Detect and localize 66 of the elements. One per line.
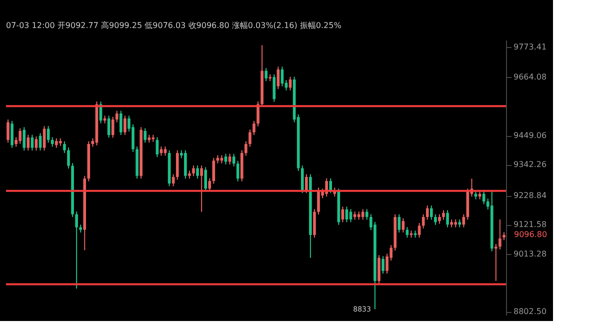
candlestick <box>256 101 260 127</box>
candlestick <box>176 150 179 180</box>
y-tick-label: 9664.08 <box>514 72 547 82</box>
candlestick <box>184 150 187 180</box>
candlestick <box>164 146 167 156</box>
candlestick <box>10 120 14 148</box>
y-tick-label: 8802.50 <box>514 307 547 316</box>
candlestick <box>160 146 163 156</box>
text: 9096.80 <box>514 230 548 239</box>
candlestick <box>430 205 433 220</box>
candlestick <box>120 110 122 136</box>
candlestick <box>22 126 26 152</box>
candlestick <box>378 254 380 284</box>
candlestick <box>365 208 368 220</box>
candlestick <box>313 208 316 238</box>
candlestick <box>317 187 320 216</box>
candlestick <box>244 140 248 156</box>
candlestick <box>144 128 147 144</box>
candlestick <box>111 116 114 138</box>
candlestick <box>434 214 437 226</box>
candlestick <box>54 138 58 148</box>
candlestick <box>18 128 22 144</box>
candlestick <box>200 165 203 212</box>
candlestick <box>248 129 252 148</box>
candlestick <box>402 218 405 233</box>
candlestick <box>6 119 10 144</box>
candlestick <box>398 214 401 233</box>
y-tick-label: 9228.84 <box>514 191 547 200</box>
candlestick <box>304 174 308 194</box>
y-tick-label: 9773.41 <box>514 42 547 52</box>
candlestick <box>442 210 445 220</box>
candlestick <box>26 134 30 152</box>
candlestick <box>272 74 276 102</box>
candlestick <box>124 115 126 136</box>
y-tick-label: 9121.58 <box>514 220 547 230</box>
candlestick <box>418 222 421 238</box>
candlestick <box>115 110 118 123</box>
candlestick <box>204 166 208 192</box>
candlestick <box>208 178 212 192</box>
candlestick <box>264 68 268 82</box>
candlestick <box>192 165 195 177</box>
candlestick <box>422 214 425 229</box>
candlestick <box>196 165 199 180</box>
candlestick <box>438 214 441 224</box>
candlestick <box>50 136 54 148</box>
candlestick <box>252 120 256 136</box>
candlestick <box>172 174 175 187</box>
candlestick <box>236 160 240 182</box>
y-tick-label: 9342.26 <box>514 160 547 170</box>
candlestick <box>494 243 498 282</box>
candlestick <box>329 178 332 194</box>
y-tick-label: 9013.28 <box>514 250 547 259</box>
candlestick <box>46 126 50 144</box>
y-tick-label: 9449.06 <box>514 131 547 140</box>
text: 07-03 12:00 开9092.77 高9099.25 低9076.03 收9096.80 涨幅0.03%(2.16) 振幅0.25% <box>6 21 342 30</box>
candlestick <box>382 256 384 274</box>
candlestick <box>30 134 34 152</box>
candlestick <box>67 147 70 170</box>
candlestick <box>34 136 38 152</box>
candlestick <box>498 218 502 250</box>
candlestick <box>361 208 364 220</box>
candlestick <box>75 211 78 290</box>
candlestick <box>446 210 449 228</box>
candlestick <box>300 165 304 194</box>
candlestick <box>426 205 429 220</box>
candlestick <box>63 140 66 154</box>
